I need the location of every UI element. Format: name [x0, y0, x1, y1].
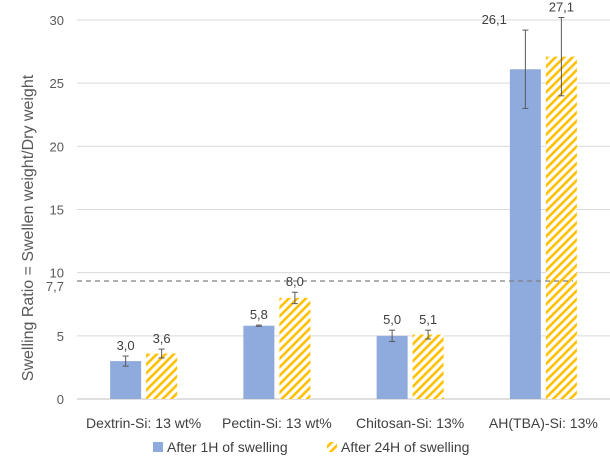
bar-1h [110, 361, 142, 399]
y-tick-label: 10 [50, 266, 64, 281]
category-labels: Dextrin-Si: 13 wt% Pectin-Si: 13 wt% Chito… [86, 415, 598, 431]
data-label: 27,1 [549, 0, 574, 14]
bar-1h [376, 335, 408, 399]
legend: After 1H of swelling After 24H of swellin… [153, 439, 469, 455]
data-label: 5,8 [250, 307, 268, 322]
reference-line: 7,7 [46, 279, 573, 294]
legend-label: After 24H of swelling [341, 439, 469, 455]
gridlines [77, 19, 610, 400]
category-label: AH(TBA)-Si: 13% [489, 415, 598, 431]
y-tick-labels: 0 5 10 15 20 25 30 [50, 13, 64, 407]
legend-swatch-1h [153, 442, 163, 452]
y-tick-label: 5 [57, 329, 64, 344]
bar-1h [509, 69, 541, 400]
bar-24h [412, 334, 444, 399]
data-label: 5,1 [419, 312, 437, 327]
y-tick-label: 20 [50, 139, 64, 154]
y-tick-label: 0 [57, 392, 64, 407]
y-tick-label: 25 [50, 76, 64, 91]
bar-1h [243, 325, 275, 399]
y-tick-label: 15 [50, 203, 64, 218]
legend-swatch-24h [327, 442, 337, 452]
category-label: Dextrin-Si: 13 wt% [86, 415, 201, 431]
bar-series [110, 56, 577, 400]
data-label: 26,1 [482, 12, 507, 27]
category-label: Pectin-Si: 13 wt% [222, 415, 332, 431]
bar-24h [545, 56, 577, 400]
data-label: 8,0 [286, 274, 304, 289]
legend-label: After 1H of swelling [167, 439, 288, 455]
bar-24h [146, 353, 178, 399]
category-label: Chitosan-Si: 13% [356, 415, 464, 431]
bar-24h [279, 297, 311, 399]
data-label: 5,0 [383, 312, 401, 327]
data-label: 3,6 [153, 331, 171, 346]
reference-line-label: 7,7 [46, 279, 64, 294]
y-tick-label: 30 [50, 13, 64, 28]
data-labels: 3,0 3,6 5,8 8,0 5,0 5,1 26,1 27,1 [117, 0, 574, 353]
y-axis-label: Swelling Ratio = Swellen weight/Dry weig… [20, 74, 37, 381]
data-label: 3,0 [117, 338, 135, 353]
error-bars [122, 16, 565, 367]
